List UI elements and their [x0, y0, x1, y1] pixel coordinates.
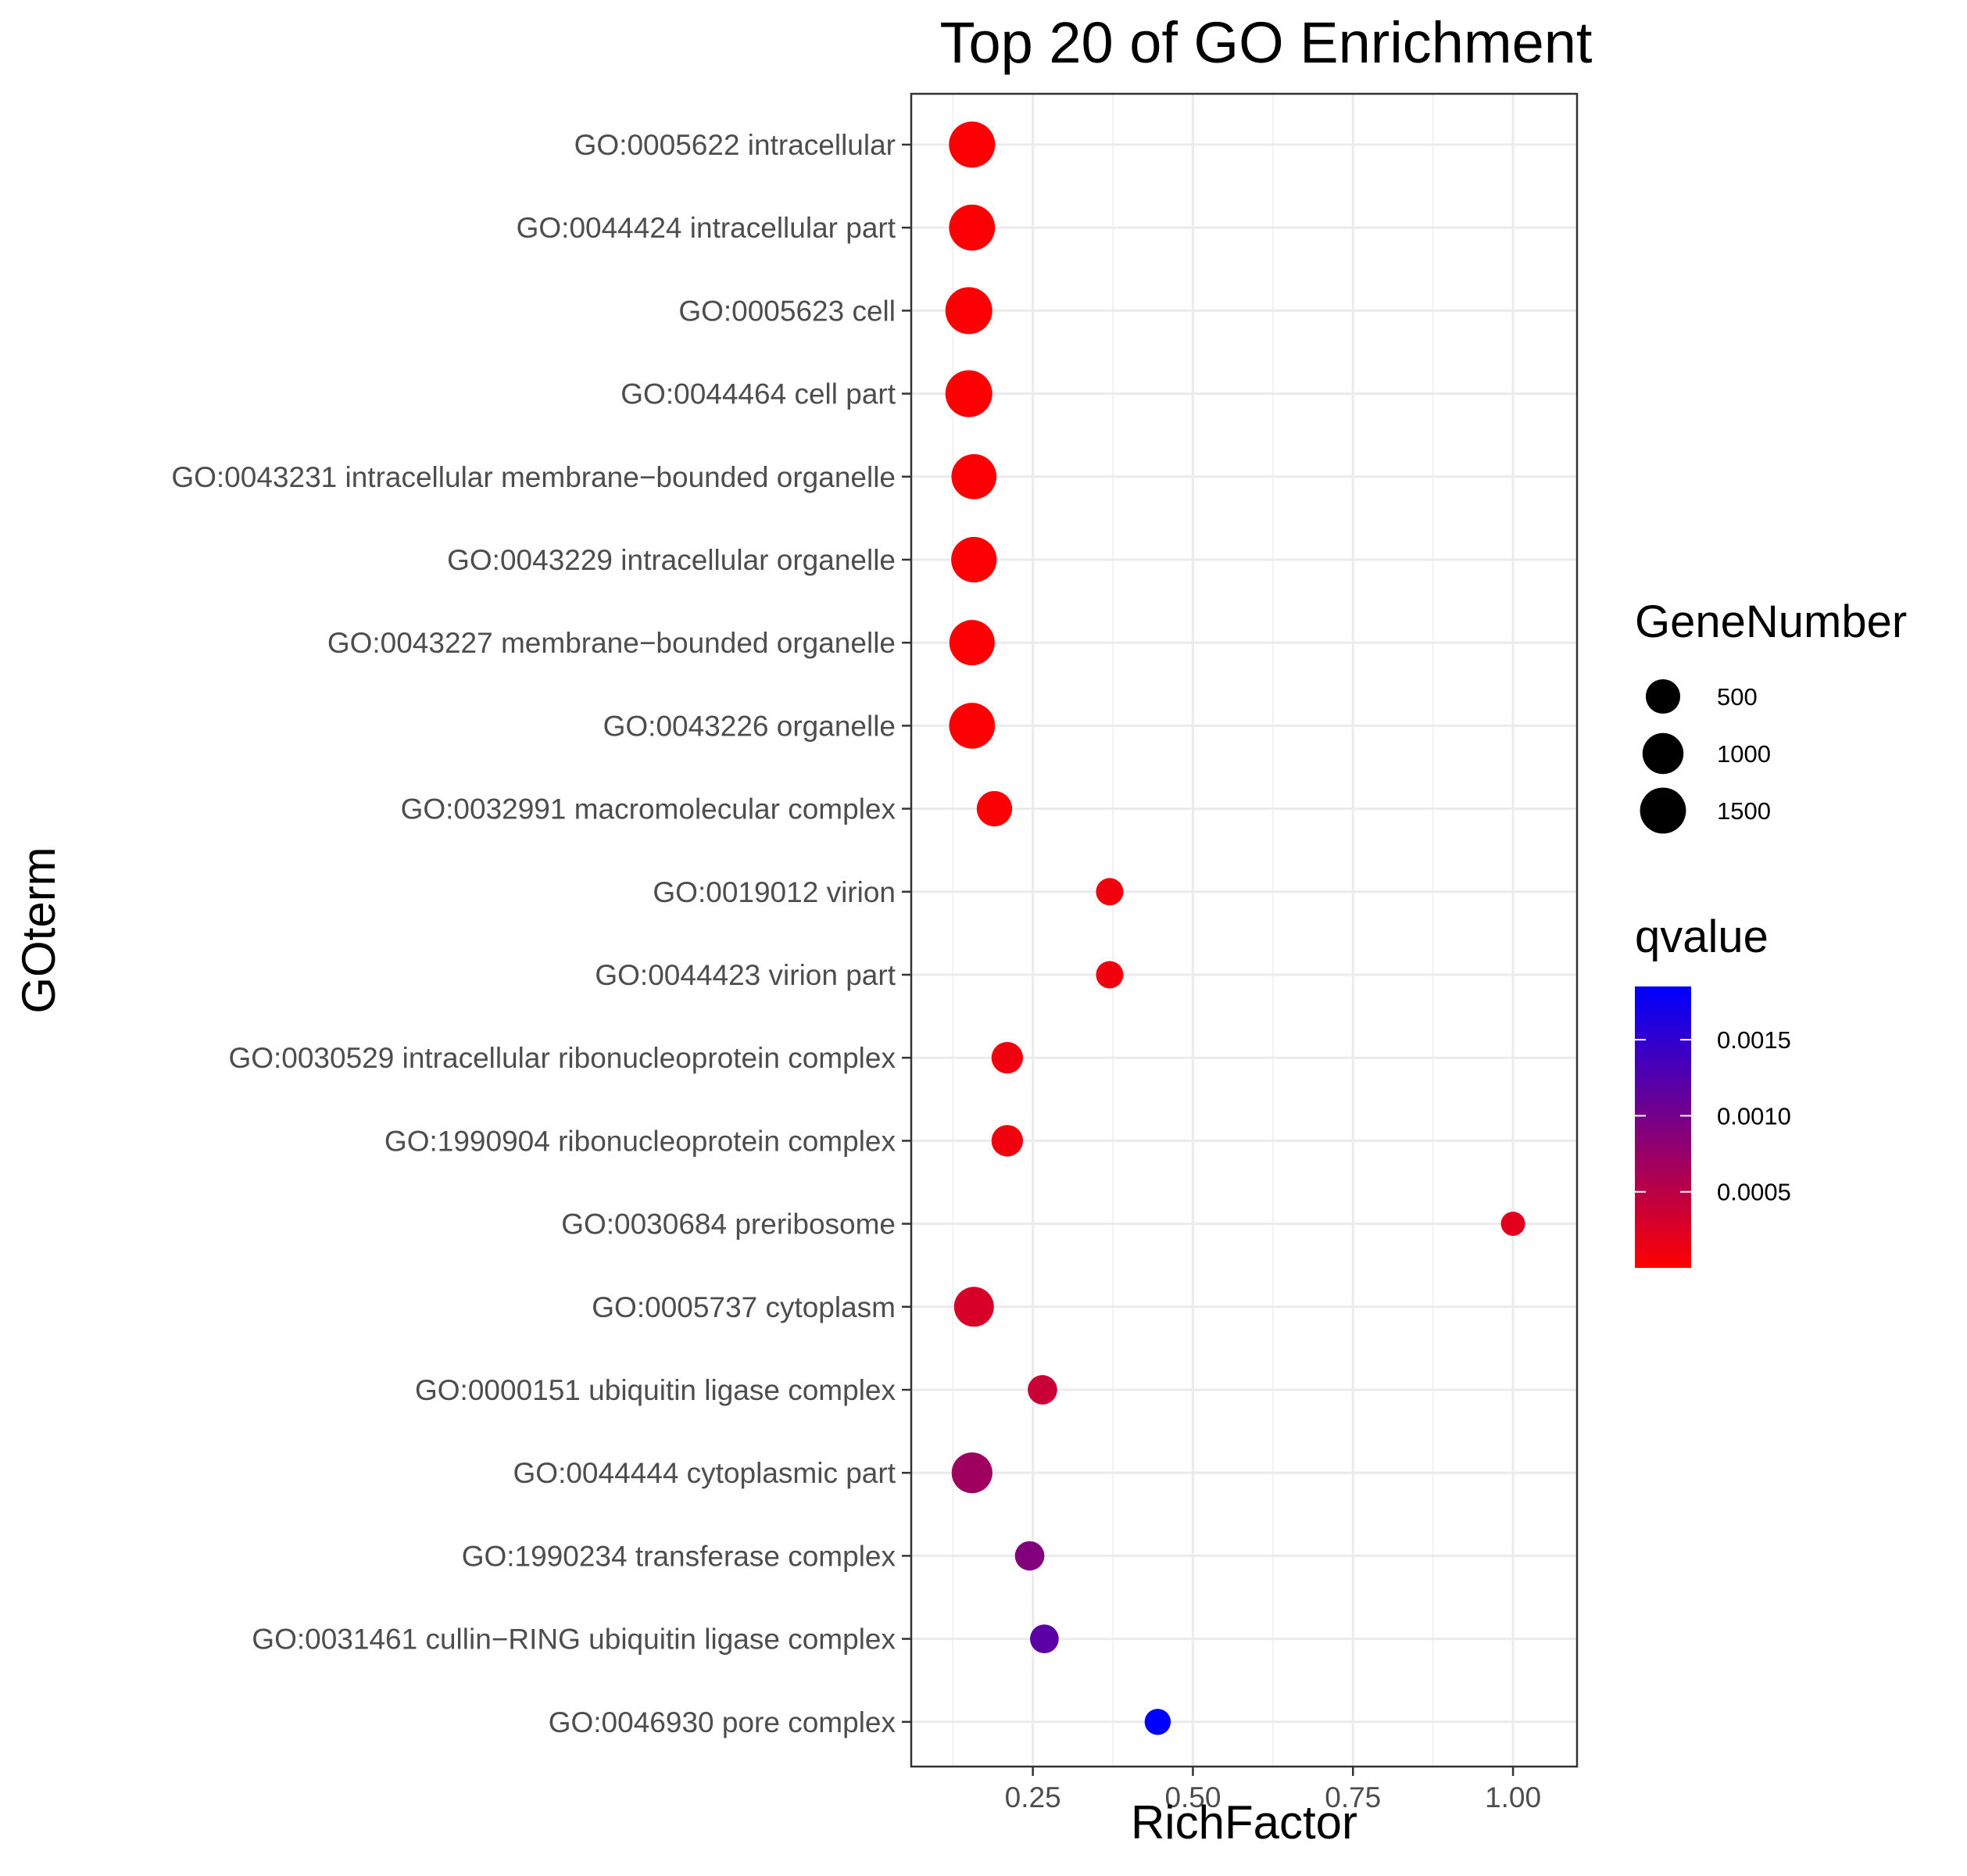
y-tick-label: GO:0005622 intracellular: [574, 129, 896, 161]
y-axis-title: GOterm: [13, 847, 65, 1013]
color-legend-label: 0.0005: [1717, 1179, 1791, 1206]
size-legend-label: 1500: [1717, 797, 1771, 825]
data-point: [953, 1287, 994, 1327]
x-tick-label: 0.25: [1005, 1781, 1061, 1813]
size-legend-key: [1645, 678, 1681, 714]
data-point: [1144, 1709, 1171, 1735]
data-point: [951, 536, 997, 583]
y-tick-label: GO:0030529 intracellular ribonucleoprote…: [228, 1042, 896, 1074]
x-tick-label: 0.75: [1325, 1781, 1381, 1813]
x-axis-title: RichFactor: [1131, 1796, 1357, 1849]
data-point: [1500, 1212, 1525, 1237]
y-tick-label: GO:1990904 ribonucleoprotein complex: [384, 1125, 896, 1157]
y-tick-label: GO:0044424 intracellular part: [517, 212, 896, 244]
data-point: [1028, 1375, 1057, 1405]
y-tick-label: GO:1990234 transferase complex: [462, 1540, 896, 1572]
grid-lines: [911, 94, 1577, 1767]
y-tick-label: GO:0005737 cytoplasm: [592, 1291, 896, 1323]
y-tick-label: GO:0000151 ubiquitin ligase complex: [415, 1374, 896, 1406]
y-tick-label: GO:0044423 virion part: [595, 959, 896, 991]
y-axis: GO:0005622 intracellular GO:0044424 intra…: [171, 129, 911, 1738]
x-tick-label: 1.00: [1485, 1781, 1541, 1813]
y-tick-label: GO:0043229 intracellular organelle: [447, 544, 896, 576]
chart-title: Top 20 of GO Enrichment: [940, 10, 1593, 75]
y-tick-label: GO:0031461 cullin−RING ubiquitin ligase …: [252, 1624, 896, 1656]
color-legend-label: 0.0015: [1717, 1026, 1791, 1054]
x-axis: 0.25 0.50 0.75 1.00: [1005, 1767, 1541, 1813]
data-point: [1030, 1624, 1059, 1653]
size-legend-key: [1642, 732, 1684, 775]
color-legend-label: 0.0010: [1717, 1102, 1791, 1130]
y-tick-label: GO:0043231 intracellular membrane−bounde…: [171, 461, 896, 493]
data-point: [949, 204, 996, 251]
plot-panel: [911, 94, 1577, 1767]
size-legend-key: [1640, 787, 1686, 834]
x-tick-label: 0.50: [1164, 1781, 1221, 1813]
y-tick-label: GO:0043227 membrane−bounded organelle: [327, 627, 896, 659]
y-tick-label: GO:0030684 preribosome: [561, 1208, 896, 1241]
y-tick-label: GO:0044444 cytoplasmic part: [513, 1457, 896, 1489]
data-point: [1014, 1541, 1045, 1571]
y-tick-label: GO:0032991 macromolecular complex: [401, 793, 896, 825]
data-point: [945, 370, 992, 417]
data-point: [945, 287, 992, 335]
size-legend-label: 1000: [1717, 740, 1771, 768]
data-point: [991, 1125, 1024, 1157]
data-point: [949, 703, 996, 749]
data-point: [951, 453, 997, 499]
data-point: [1096, 961, 1124, 989]
size-legend-label: 500: [1717, 683, 1758, 711]
size-legend: GeneNumber 500 1000 1500: [1635, 596, 1907, 834]
y-tick-label: GO:0044464 cell part: [620, 378, 896, 410]
color-legend: qvalue 0.0005 0.0010 0.0015: [1635, 911, 1791, 1268]
y-tick-label: GO:0019012 virion: [653, 876, 896, 908]
y-tick-label: GO:0043226 organelle: [603, 710, 896, 742]
plot-border: [910, 92, 1579, 1768]
data-point: [1096, 878, 1124, 906]
data-point: [949, 121, 996, 168]
y-tick-label: GO:0005623 cell: [678, 295, 896, 327]
size-legend-title: GeneNumber: [1635, 596, 1907, 647]
data-point: [991, 1042, 1024, 1074]
y-tick-label: GO:0046930 pore complex: [549, 1706, 896, 1738]
data-point: [976, 790, 1013, 827]
data-point: [951, 1452, 992, 1494]
data-points: [945, 121, 1525, 1735]
color-legend-bar: [1635, 986, 1691, 1268]
data-point: [949, 620, 995, 666]
color-legend-title: qvalue: [1635, 911, 1769, 962]
